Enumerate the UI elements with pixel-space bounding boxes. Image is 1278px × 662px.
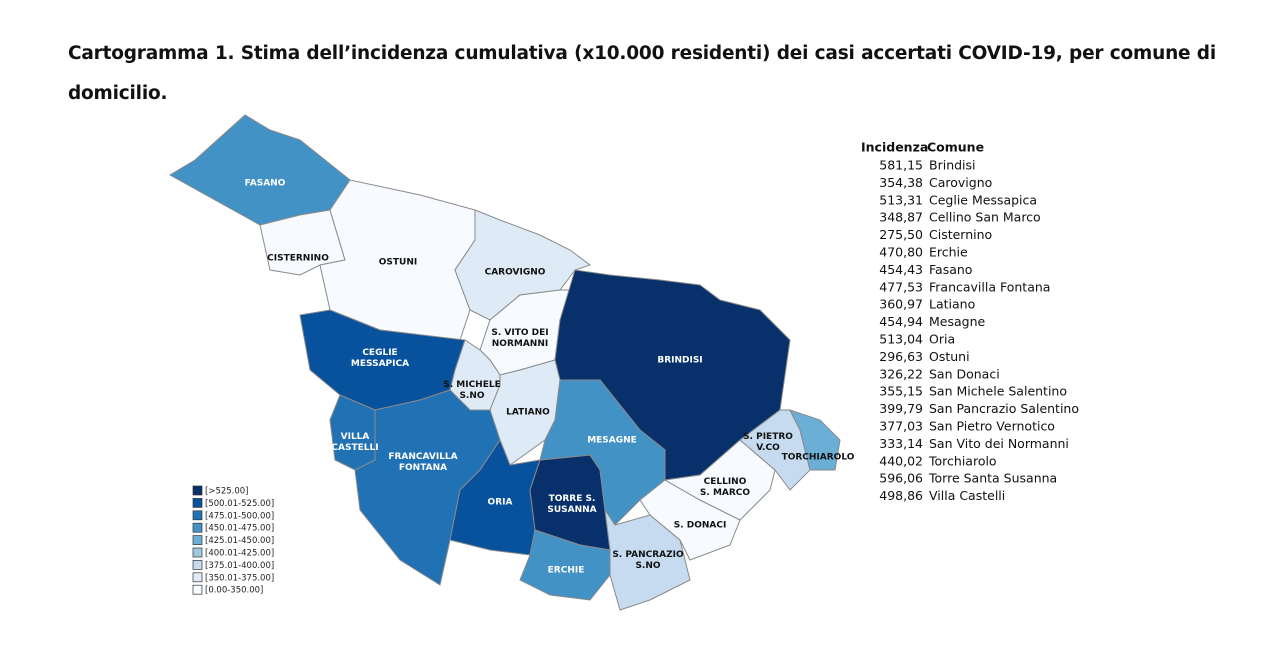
incidenza-value: 296,63 — [879, 349, 923, 364]
comune-area — [169, 114, 351, 226]
incidenza-value: 440,02 — [879, 453, 923, 468]
legend-label: [0.00-350.00] — [205, 586, 263, 596]
incidenza-value: 355,15 — [879, 384, 923, 399]
legend-label: [375.01-400.00] — [205, 561, 274, 571]
comune-label: BRINDISI — [657, 356, 702, 366]
comune-name: San Pancrazio Salentino — [929, 401, 1079, 416]
comune-label: SUSANNA — [547, 505, 596, 515]
comune-label: VILLA — [341, 432, 370, 442]
incidenza-value: 513,04 — [879, 332, 923, 347]
incidenza-value: 596,06 — [879, 471, 923, 486]
comune-name: Ceglie Messapica — [929, 192, 1037, 207]
comune-label: FONTANA — [399, 463, 447, 473]
comune-label: ORIA — [488, 498, 513, 508]
legend-label: [400.01-425.00] — [205, 549, 274, 559]
incidenza-value: 399,79 — [879, 401, 923, 416]
title: Cartogramma 1. Stima dell’incidenza cumu… — [68, 43, 1216, 104]
incidenza-value: 454,94 — [879, 314, 923, 329]
legend-swatch — [192, 510, 203, 521]
incidenza-value: 333,14 — [879, 436, 923, 451]
comune-label: S. PANCRAZIO — [612, 550, 684, 560]
incidenza-value: 360,97 — [879, 297, 923, 312]
comune-name: Torchiarolo — [928, 453, 997, 468]
comune-label: S.NO — [459, 391, 484, 401]
legend-label: [475.01-500.00] — [205, 511, 274, 521]
legend-label: [350.01-375.00] — [205, 573, 274, 583]
comune-label: OSTUNI — [379, 258, 417, 268]
comune-name: Fasano — [929, 262, 972, 277]
incidenza-value: 326,22 — [879, 366, 923, 381]
incidenza-value: 354,38 — [879, 175, 923, 190]
comune-label: LATIANO — [506, 408, 550, 418]
comune-name: Cisternino — [929, 227, 992, 242]
comune-name: Villa Castelli — [929, 488, 1005, 503]
incidenza-value: 275,50 — [879, 227, 923, 242]
comune-name: Latiano — [929, 297, 975, 312]
legend-label: [500.01-525.00] — [205, 499, 274, 509]
comune-label: S. MARCO — [700, 488, 750, 498]
comune-label: CAROVIGNO — [485, 268, 546, 278]
comune-label: NORMANNI — [492, 339, 548, 349]
comune-label: CELLINO — [704, 477, 747, 487]
comune-label: FRANCAVILLA — [388, 452, 457, 462]
comune-name: Oria — [929, 332, 955, 347]
legend-label: [425.01-450.00] — [205, 536, 274, 546]
legend-swatch — [192, 522, 203, 533]
legend-swatch — [192, 485, 203, 496]
comune-label: S. VITO DEI — [491, 328, 548, 338]
comune-area — [604, 509, 691, 611]
comune-label: S. DONACI — [674, 521, 727, 531]
incidenza-value: 498,86 — [879, 488, 923, 503]
comune-label: CASTELLI — [331, 443, 378, 453]
comune-label: ERCHIE — [548, 566, 585, 576]
comune-name: San Donaci — [929, 366, 1000, 381]
comune-label: TORRE S. — [549, 494, 596, 504]
incidenza-value: 377,03 — [879, 419, 923, 434]
legend-swatch — [192, 535, 203, 545]
comune-label: MESSAPICA — [351, 359, 409, 369]
legend-swatch — [192, 584, 203, 595]
comune-name: Carovigno — [929, 175, 992, 190]
comune-label: S.NO — [635, 561, 660, 571]
comune-area — [663, 439, 776, 521]
incidenza-value: 470,80 — [879, 245, 923, 260]
comune-label: FASANO — [245, 179, 286, 189]
legend-swatch — [192, 572, 203, 583]
comune-label: S. PIETRO — [743, 432, 793, 442]
comune-label: CEGLIE — [362, 348, 397, 358]
incidenza-value: 477,53 — [879, 279, 923, 294]
comune-area — [789, 409, 841, 471]
incidenza-value: 348,87 — [879, 210, 923, 225]
comune-name: Ostuni — [929, 349, 970, 364]
comune-label: TORCHIAROLO — [782, 453, 855, 463]
table-header: Incidenza — [861, 140, 928, 155]
comune-name: Torre Santa Susanna — [928, 471, 1057, 486]
comune-name: Mesagne — [929, 314, 986, 329]
comune-name: San Pietro Vernotico — [929, 419, 1055, 434]
legend-swatch — [192, 547, 203, 558]
comune-label: CISTERNINO — [267, 254, 329, 264]
incidenza-value: 513,31 — [879, 192, 923, 207]
legend-swatch — [192, 498, 203, 508]
comune-label: MESAGNE — [587, 436, 637, 446]
incidenza-value: 454,43 — [879, 262, 923, 277]
comune-name: Brindisi — [929, 158, 976, 173]
legend-label: [>525.00] — [205, 487, 249, 497]
table-header: Comune — [927, 140, 984, 155]
comune-label: S. MICHELE — [443, 380, 501, 390]
comune-name: San Michele Salentino — [929, 384, 1067, 399]
legend-label: [450.01-475.00] — [205, 524, 274, 534]
comune-name: San Vito dei Normanni — [929, 436, 1069, 451]
comune-name: Erchie — [929, 245, 968, 260]
incidenza-value: 581,15 — [879, 158, 923, 173]
comune-name: Francavilla Fontana — [929, 279, 1050, 294]
comune-name: Cellino San Marco — [929, 210, 1041, 225]
comune-label: V.CO — [756, 443, 780, 453]
legend-swatch — [192, 560, 203, 570]
